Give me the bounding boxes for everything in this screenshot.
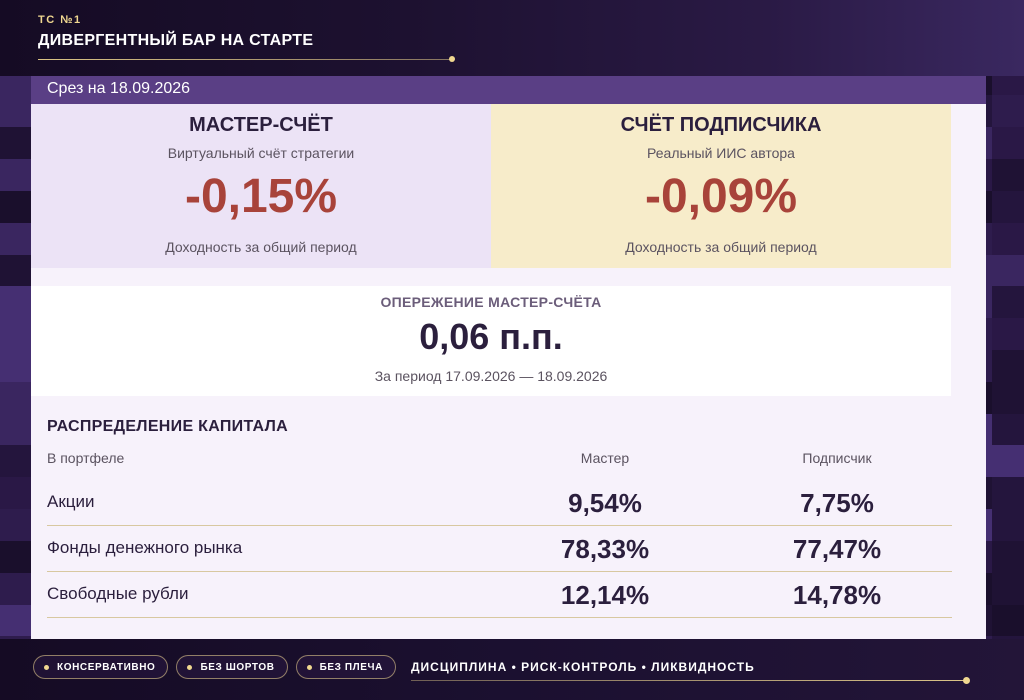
background-tile [0, 95, 33, 129]
subscriber-account-name: СЧЁТ ПОДПИСЧИКА [620, 114, 822, 136]
subscriber-account-description: Реальный ИИС автора [647, 145, 795, 161]
header-kicker: ТС №1 [38, 14, 82, 26]
background-tile [0, 286, 33, 320]
master-account-description: Виртуальный счёт стратегии [167, 145, 355, 161]
background-tile [0, 413, 33, 447]
master-account-panel: МАСТЕР-СЧЁТ Виртуальный счёт стратегии -… [31, 104, 491, 268]
background-tile [992, 540, 1024, 574]
row-master-value: 12,14% [560, 580, 650, 610]
background-tile [0, 190, 33, 224]
header-backdrop [0, 0, 1024, 76]
row-master-value: 78,33% [560, 534, 650, 564]
snapshot-date: Срез на 18.09.2026 [47, 80, 191, 97]
background-tile [992, 190, 1024, 224]
table-row: Фонды денежного рынка 78,33% 77,47% [47, 526, 952, 572]
dot-icon [44, 664, 49, 670]
footer-motto: ДИСЦИПЛИНА • РИСК-КОНТРОЛЬ • ЛИКВИДНОСТЬ [411, 660, 755, 674]
footer-divider [411, 680, 967, 681]
background-tile [992, 127, 1024, 161]
background-tile [992, 95, 1024, 129]
column-header-master: Мастер [580, 450, 630, 466]
report-card: МАСТЕР-СЧЁТ Виртуальный счёт стратегии -… [31, 104, 986, 639]
header: ТС №1 ДИВЕРГЕНТНЫЙ БАР НА СТАРТЕ [38, 14, 313, 50]
master-account-return: -0,15% [184, 170, 338, 223]
row-label: Фонды денежного рынка [47, 538, 243, 557]
tag-no-shorts: БЕЗ ШОРТОВ [176, 655, 288, 679]
tag-label: БЕЗ ШОРТОВ [200, 661, 275, 673]
background-tile [0, 318, 33, 351]
background-tile [992, 477, 1024, 511]
background-tile [992, 286, 1024, 320]
background-tile [992, 318, 1024, 351]
column-header-subscriber: Подписчик [802, 450, 872, 466]
master-account-return-note: Доходность за общий период [165, 239, 357, 255]
background-tile [992, 509, 1024, 542]
background-tile [992, 254, 1024, 288]
tag-no-leverage: БЕЗ ПЛЕЧА [295, 655, 396, 679]
row-master-value: 9,54% [568, 488, 642, 518]
allocation-header-row: В портфеле Мастер Подписчик [47, 450, 952, 480]
row-subscriber-value: 7,75% [800, 488, 874, 518]
lead-label: ОПЕРЕЖЕНИЕ МАСТЕР-СЧЁТА [380, 294, 602, 310]
header-dot-icon [449, 56, 455, 62]
strategy-tags: КОНСЕРВАТИВНО БЕЗ ШОРТОВ БЕЗ ПЛЕЧА [33, 655, 396, 679]
background-tile [992, 381, 1024, 415]
background-tile [0, 604, 33, 638]
tag-label: КОНСЕРВАТИВНО [57, 661, 156, 673]
background-tile [0, 572, 33, 606]
background-tile [992, 445, 1024, 479]
allocation-heading: РАСПРЕДЕЛЕНИЕ КАПИТАЛА [47, 418, 288, 435]
row-subscriber-value: 77,47% [792, 534, 882, 564]
column-header-portfolio: В портфеле [47, 450, 125, 466]
table-row: Свободные рубли 12,14% 14,78% [47, 572, 952, 618]
background-tile [0, 159, 33, 192]
subscriber-account-return-note: Доходность за общий период [625, 239, 817, 255]
background-tile [0, 350, 33, 383]
row-subscriber-value: 14,78% [792, 580, 882, 610]
background-tile [0, 222, 33, 256]
background-tile [992, 350, 1024, 383]
background-tile [0, 445, 33, 479]
master-account-name: МАСТЕР-СЧЁТ [189, 114, 333, 136]
page-title: ДИВЕРГЕНТНЫЙ БАР НА СТАРТЕ [38, 32, 314, 49]
tag-label: БЕЗ ПЛЕЧА [319, 661, 383, 673]
background-tile [0, 127, 33, 161]
background-tile [0, 540, 33, 574]
subscriber-account-return: -0,09% [644, 170, 798, 223]
background-tile [0, 381, 33, 415]
background-tile [992, 222, 1024, 256]
background-tile [992, 413, 1024, 447]
background-tile [0, 477, 33, 511]
allocation-table: РАСПРЕДЕЛЕНИЕ КАПИТАЛА В портфеле Мастер… [47, 418, 952, 618]
subscriber-account-panel: СЧЁТ ПОДПИСЧИКА Реальный ИИС автора -0,0… [491, 104, 951, 268]
dot-icon [187, 664, 193, 670]
background-tile [992, 159, 1024, 192]
background-tile [0, 509, 33, 542]
table-row: Акции 9,54% 7,75% [47, 480, 952, 526]
row-label: Свободные рубли [47, 584, 189, 603]
tag-conservative: КОНСЕРВАТИВНО [33, 655, 169, 679]
snapshot-band: Срез на 18.09.2026 [31, 76, 986, 104]
footer-dot-icon [963, 677, 970, 684]
row-label: Акции [47, 492, 95, 511]
dot-icon [306, 664, 312, 670]
background-tile [992, 604, 1024, 638]
lead-panel: ОПЕРЕЖЕНИЕ МАСТЕР-СЧЁТА 0,06 п.п. За пер… [31, 286, 951, 396]
background-tile [0, 254, 33, 288]
lead-period: За период 17.09.2026 — 18.09.2026 [374, 368, 608, 384]
background-tile [992, 572, 1024, 606]
footer-backdrop [0, 639, 1024, 700]
lead-value: 0,06 п.п. [419, 316, 563, 357]
header-divider [38, 59, 452, 60]
